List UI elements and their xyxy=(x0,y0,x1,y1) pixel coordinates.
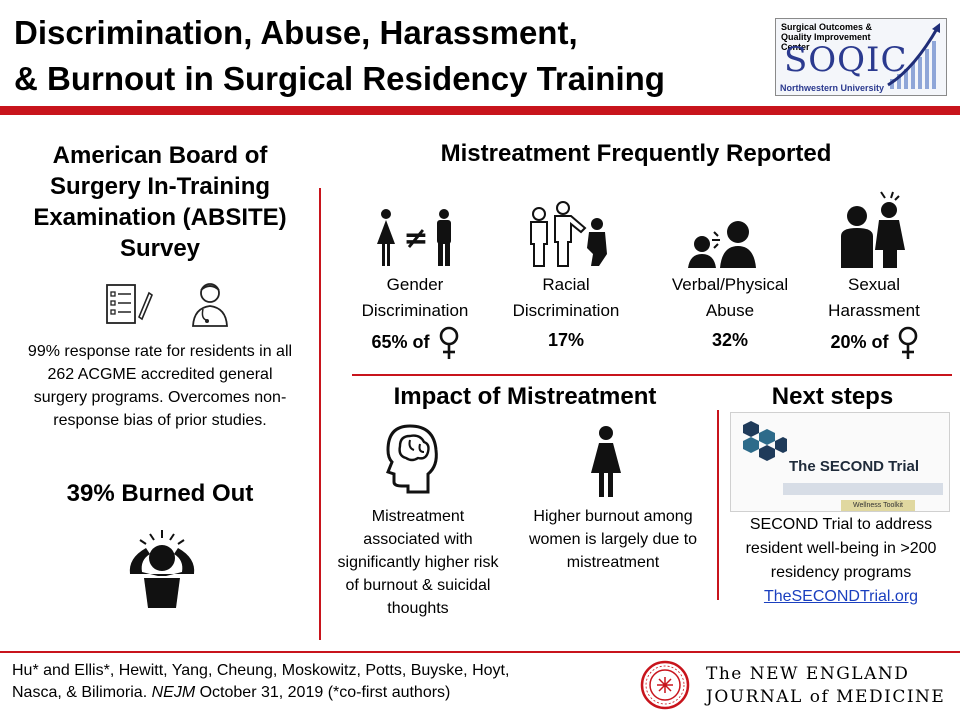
column-divider-left xyxy=(319,188,321,640)
logo-acronym: SOQIC xyxy=(784,40,908,80)
category-label-racial: Racial Discrimination xyxy=(486,272,646,324)
second-trial-image: The SECOND Trial Wellness Toolkit xyxy=(730,412,950,512)
svg-text:≠: ≠ xyxy=(403,221,428,256)
category-label-gender: Gender Discrimination xyxy=(335,272,495,324)
logo-text: Surgical Outcomes & Quality Improvement … xyxy=(781,22,891,52)
second-trial-image-title: The SECOND Trial xyxy=(789,458,920,475)
burned-out-stat: 39% Burned Out xyxy=(66,480,254,507)
absite-survey-title: American Board of Surgery In-Training Ex… xyxy=(33,142,287,262)
category-label-line: Discrimination xyxy=(512,301,620,320)
category-value-gender: 65% of xyxy=(335,326,495,360)
category-value-racial: 17% xyxy=(547,330,585,350)
logo-university: Northwestern University xyxy=(780,83,885,93)
mistreatment-title: Mistreatment Frequently Reported xyxy=(440,140,832,167)
massachusetts-medical-society-seal-icon xyxy=(640,660,690,710)
category-label-line: Verbal/Physical xyxy=(671,275,789,294)
nejm-logo-line-1: The NEW ENGLAND xyxy=(706,664,910,684)
physician-icon xyxy=(192,283,228,327)
citation: Hu* and Ellis*, Hewitt, Yang, Cheung, Mo… xyxy=(12,660,632,704)
nejm-logo-line-2: JOURNAL of MEDICINE xyxy=(706,687,946,707)
next-steps-title: Next steps xyxy=(771,383,894,410)
category-value-abuse: 32% xyxy=(711,330,749,350)
survey-form-icon xyxy=(106,284,153,324)
citation-date: October 31, 2019 (*co-first authors) xyxy=(195,684,451,701)
impact-title: Impact of Mistreatment xyxy=(393,383,657,410)
category-label-line: Discrimination xyxy=(361,301,469,320)
header-divider xyxy=(0,106,960,115)
category-label-line: Abuse xyxy=(705,301,755,320)
section-divider-horizontal xyxy=(352,374,952,376)
woman-icon xyxy=(591,426,621,497)
page-title: Discrimination, Abuse, Harassment, & Bur… xyxy=(14,10,764,102)
second-trial-image-subtitle-bar xyxy=(783,483,943,495)
female-symbol-icon xyxy=(439,326,458,359)
wellness-toolkit-button: Wellness Toolkit xyxy=(841,500,915,511)
category-label-abuse: Verbal/Physical Abuse xyxy=(650,272,810,324)
logo-line-2: Quality Improvement Center xyxy=(781,32,871,52)
category-label-line: Gender xyxy=(386,275,444,294)
footer-divider xyxy=(0,651,960,653)
second-trial-link[interactable]: TheSECONDTrial.org xyxy=(763,588,919,605)
impact-text-women-burnout: Higher burnout among women is largely du… xyxy=(528,508,698,571)
next-steps-description: SECOND Trial to address resident well-be… xyxy=(745,516,937,581)
female-symbol-icon xyxy=(898,326,917,359)
category-value-text: 20% of xyxy=(830,331,889,352)
response-rate-text: 99% response rate for residents in all 2… xyxy=(27,343,293,429)
brain-head-icon xyxy=(386,424,438,494)
citation-authors: Nasca, & Bilimoria. xyxy=(12,684,152,701)
racial-discrimination-icon xyxy=(530,201,607,267)
category-label-harassment: Sexual Harassment xyxy=(794,272,954,324)
category-label-line: Sexual xyxy=(848,275,900,294)
growth-chart-icon xyxy=(887,23,940,89)
citation-journal: NEJM xyxy=(151,684,196,701)
category-label-line: Racial xyxy=(542,275,590,294)
harassment-icon xyxy=(841,191,905,268)
soqic-logo: Surgical Outcomes & Quality Improvement … xyxy=(775,18,947,96)
category-value-harassment: 20% of xyxy=(794,326,954,360)
column-divider-right xyxy=(717,410,719,600)
category-label-line: Harassment xyxy=(828,301,920,320)
impact-text-burnout-risk: Mistreatment associated with significant… xyxy=(337,508,499,617)
stressed-person-icon xyxy=(129,530,195,608)
hexagon-cluster-icon xyxy=(743,421,787,461)
nejm-logo: The NEW ENGLAND JOURNAL of MEDICINE xyxy=(706,663,951,709)
next-steps-text: SECOND Trial to address resident well-be… xyxy=(736,513,946,609)
verbal-abuse-icon xyxy=(688,221,756,268)
title-line-1: Discrimination, Abuse, Harassment, xyxy=(14,14,578,51)
category-value-text: 65% of xyxy=(371,331,430,352)
title-line-2: & Burnout in Surgical Residency Training xyxy=(14,60,665,97)
gender-inequality-icon: ≠ xyxy=(377,209,451,266)
logo-line-1: Surgical Outcomes & xyxy=(781,22,873,32)
citation-line-1: Hu* and Ellis*, Hewitt, Yang, Cheung, Mo… xyxy=(12,662,510,679)
citation-line-2: Nasca, & Bilimoria. NEJM October 31, 201… xyxy=(12,682,632,704)
